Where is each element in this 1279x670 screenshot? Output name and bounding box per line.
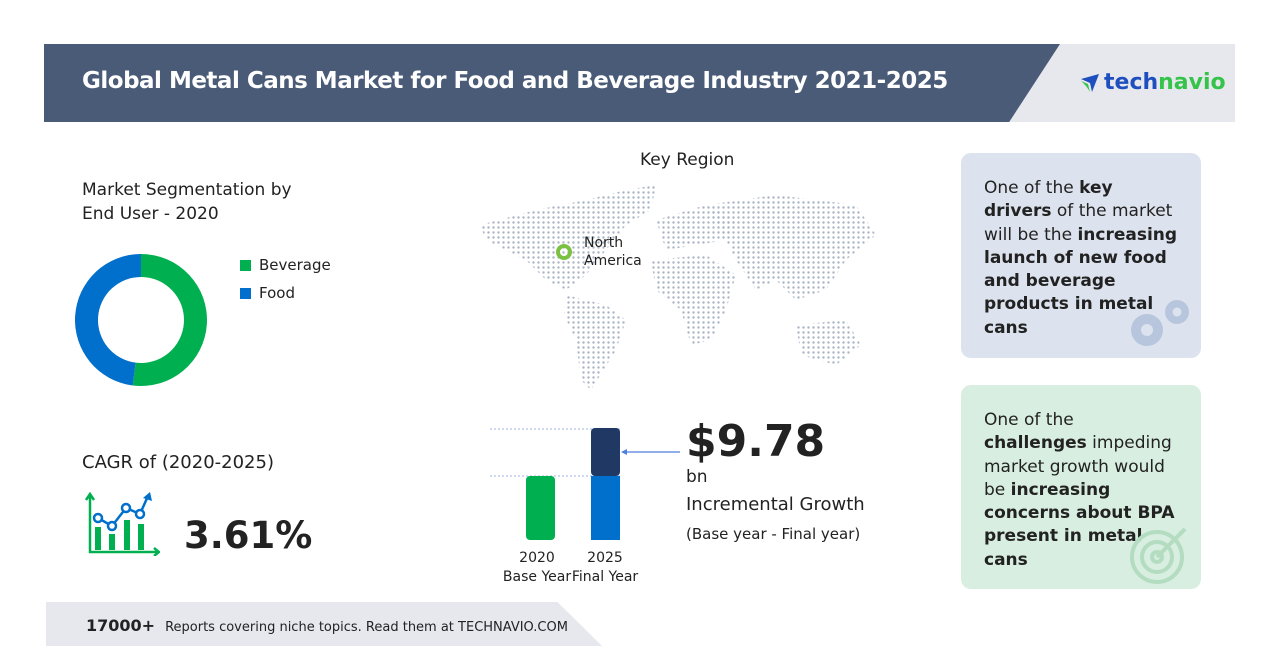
world-map: North America [480, 185, 876, 390]
cagr-label: CAGR of (2020-2025) [82, 452, 274, 473]
logo-text-tech: tech [1104, 70, 1159, 95]
donut-slice-food [74, 254, 141, 386]
target-icon [1130, 527, 1187, 584]
bar-label-2020: 2020 Base Year [502, 550, 572, 585]
region-name-line1: North [584, 235, 623, 251]
incremental-value: $9.78 [686, 416, 826, 467]
logo-text-navio: navio [1158, 70, 1226, 95]
legend-swatch [240, 287, 251, 299]
map-north-america [480, 185, 656, 290]
footer-link[interactable]: 17000+ Reports covering niche topics. Rea… [86, 616, 568, 635]
page-title: Global Metal Cans Market for Food and Be… [82, 68, 948, 94]
region-marker-icon [556, 244, 572, 260]
legend-food: Food [240, 284, 295, 302]
bar-2025-base [591, 476, 620, 540]
incremental-unit: bn [686, 467, 708, 487]
map-asia [706, 195, 876, 300]
logo-arrow-icon [1081, 73, 1099, 92]
bar-2025-incremental [591, 428, 620, 476]
footer-text: Reports covering niche topics. Read them… [165, 620, 568, 635]
report-count: 17000+ [86, 616, 156, 635]
footer-banner [46, 602, 602, 646]
incremental-bar-chart [490, 428, 680, 540]
donut-slice-beverage [132, 254, 207, 386]
drivers-card: One of the key drivers of the market wil… [961, 153, 1201, 358]
map-africa [651, 255, 736, 345]
map-south-america [564, 295, 626, 390]
map-australia [796, 320, 861, 365]
region-name-line2: America [584, 253, 642, 269]
cagr-value: 3.61% [184, 514, 313, 557]
bar-label-2025: 2025 Final Year [571, 550, 639, 585]
bar-2020 [526, 476, 555, 540]
header-title-band [44, 44, 1060, 122]
legend-beverage: Beverage [240, 256, 331, 274]
gears-icon [1131, 300, 1189, 346]
incremental-sublabel: (Base year - Final year) [686, 525, 861, 543]
incremental-label: Incremental Growth [686, 494, 865, 515]
challenges-card: One of the challenges impeding market gr… [961, 385, 1201, 589]
technavio-logo[interactable]: tech navio [1080, 70, 1226, 95]
arrow-head-icon [621, 449, 627, 455]
segmentation-donut [74, 254, 207, 386]
segmentation-title: Market Segmentation by End User - 2020 [82, 180, 292, 224]
growth-chart-icon [84, 492, 160, 556]
key-region-label: Key Region [640, 150, 735, 170]
legend-swatch [240, 259, 251, 271]
